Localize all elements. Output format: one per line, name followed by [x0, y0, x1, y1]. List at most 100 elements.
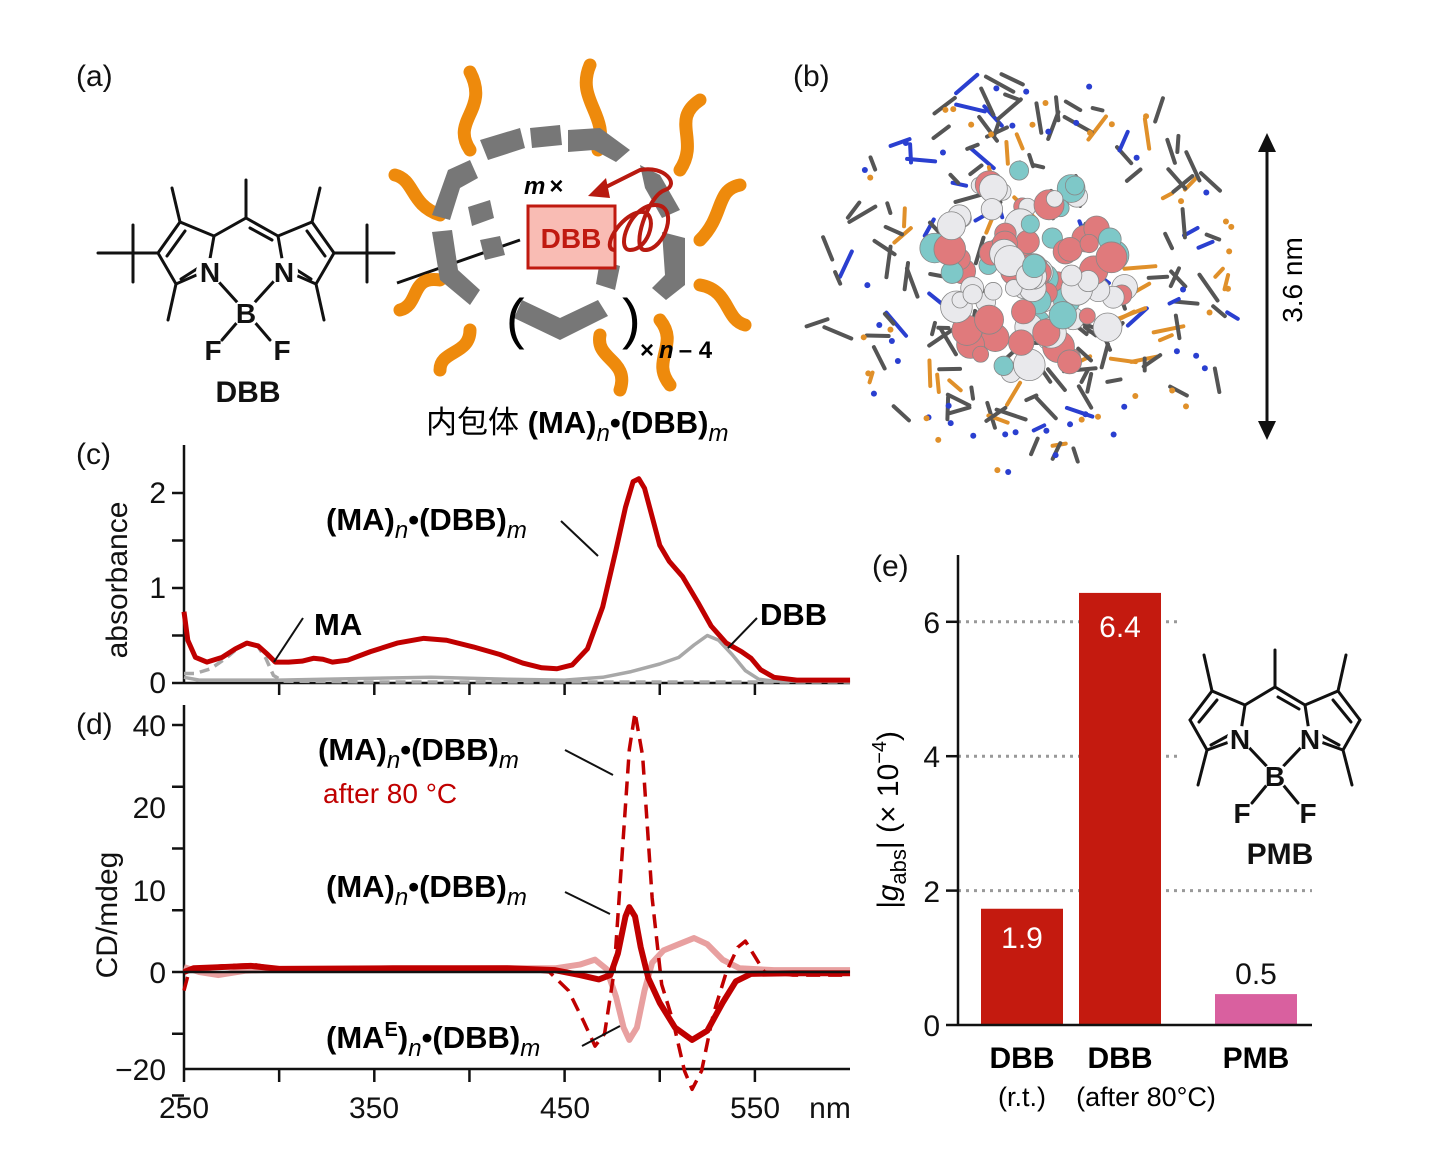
molecule-atom — [1082, 411, 1089, 418]
molecule-atom — [1045, 128, 1052, 135]
pmb-structure: N N B F F PMB — [1180, 640, 1380, 871]
guest-label: DBB — [541, 223, 602, 254]
x-tick-label: 350 — [349, 1092, 399, 1125]
molecule-bond — [872, 238, 897, 257]
molecule-bond — [882, 311, 896, 326]
molecule-bond — [867, 370, 875, 385]
molecule-bond — [1225, 310, 1240, 321]
molecule-atom — [1009, 160, 1030, 181]
molecule-atom — [902, 139, 909, 146]
molecule-bond — [1160, 191, 1175, 201]
molecule-bond — [1142, 116, 1152, 151]
y-tick-label: 0 — [149, 667, 166, 700]
molecule-bond — [930, 320, 937, 337]
leader-line — [560, 520, 599, 557]
y-tick-label: 40 — [133, 710, 166, 743]
molecule-bond — [1204, 232, 1222, 242]
molecule-atom — [1222, 218, 1229, 225]
molecule-bond — [1045, 367, 1067, 392]
molecule-bond — [1105, 377, 1123, 384]
molecule-atom — [1078, 307, 1096, 325]
molecule-atom — [887, 326, 894, 333]
molecule-atom — [1002, 431, 1009, 438]
category-sublabel: (r.t.) — [998, 1082, 1046, 1112]
molecule-bond — [864, 333, 891, 339]
molecule-atom — [1087, 129, 1094, 136]
molecule-bond — [983, 74, 1016, 94]
molecule-bond — [931, 124, 951, 141]
molecule-atom — [1043, 427, 1050, 434]
panel-label-b: (b) — [793, 60, 830, 93]
molecule-bond — [883, 224, 904, 237]
y-tick-label: 20 — [133, 792, 166, 825]
atom-b: B — [1265, 761, 1285, 792]
close-paren: ) — [622, 287, 641, 350]
molecule-bond — [822, 325, 854, 341]
molecule-atom — [1180, 286, 1187, 293]
atom-n: N — [1300, 724, 1320, 755]
panel-label-d: (d) — [76, 708, 113, 741]
molecule-atom — [1020, 214, 1040, 234]
molecular-model — [804, 72, 1240, 476]
bar-value-label: 0.5 — [1235, 958, 1277, 991]
series-line — [183, 633, 851, 683]
molecule-bond — [1004, 139, 1010, 166]
molecule-bond — [1076, 384, 1094, 410]
molecule-bond — [1197, 272, 1220, 303]
complex-caption: 内包体 (MA)n•(DBB)m — [426, 405, 729, 447]
molecule-bond — [1090, 106, 1105, 113]
gabs-bar-chart: 0 2 4 6 |gabs| (× 10−4) 1.9 6.4 0.5 DBB … — [869, 555, 1380, 1112]
molecule-bond — [1079, 367, 1091, 384]
molecule-bond — [965, 142, 980, 151]
y-axis-label: CD/mdeg — [91, 852, 124, 979]
molecule-bond — [1085, 372, 1094, 394]
leader-line — [564, 749, 614, 776]
molecule-atom — [1060, 264, 1083, 287]
molecule-bond — [1034, 101, 1044, 135]
molecule-bond — [1031, 162, 1046, 170]
molecule-atom — [1057, 349, 1082, 375]
m-label: m × — [524, 173, 563, 200]
x-axis-unit: nm — [809, 1092, 851, 1125]
molecule-bond — [1034, 396, 1058, 421]
molecule-atom — [980, 198, 1004, 221]
molecule-atom — [935, 436, 942, 443]
molecule-bond — [1213, 266, 1225, 279]
category-label: DBB — [1088, 1042, 1153, 1075]
annotation-heated: (MA)n•(DBB)m — [318, 732, 519, 774]
molecule-bond — [1003, 92, 1023, 103]
molecule-bond — [969, 385, 976, 401]
molecule-bond — [1031, 423, 1047, 433]
molecule-atom — [1226, 248, 1233, 255]
category-label: DBB — [990, 1042, 1055, 1075]
molecule-atom — [937, 211, 966, 241]
series-line — [181, 476, 851, 683]
molecule-bond — [885, 201, 893, 215]
molecule-atom — [994, 467, 1001, 474]
bar — [1079, 592, 1161, 1025]
leader-line — [581, 1025, 621, 1047]
molecule-atom — [1023, 88, 1030, 95]
category-label: PMB — [1223, 1042, 1290, 1075]
atom-f: F — [1233, 798, 1250, 829]
molecule-atom — [962, 284, 983, 305]
y-tick-label: −20 — [115, 1054, 166, 1087]
molecule-bond — [902, 261, 911, 292]
molecule-atom — [945, 402, 952, 409]
molecule-bond — [977, 114, 999, 143]
molecule-bond — [1175, 133, 1181, 154]
molecule-atom — [1178, 198, 1185, 205]
molecule-bond — [1171, 174, 1195, 194]
molecule-atom — [1225, 285, 1232, 292]
molecule-atom — [1067, 421, 1074, 428]
molecule-bond — [945, 392, 972, 408]
series-line — [184, 641, 851, 684]
molecule-bond — [1211, 304, 1227, 319]
molecule-bond — [905, 156, 938, 164]
molecule-bond — [1222, 273, 1231, 292]
molecule-atom — [1009, 122, 1016, 129]
annotation-complex: (MA)n•(DBB)m — [326, 502, 527, 544]
molecule-bond — [845, 200, 862, 220]
molecule-atom — [968, 121, 975, 128]
